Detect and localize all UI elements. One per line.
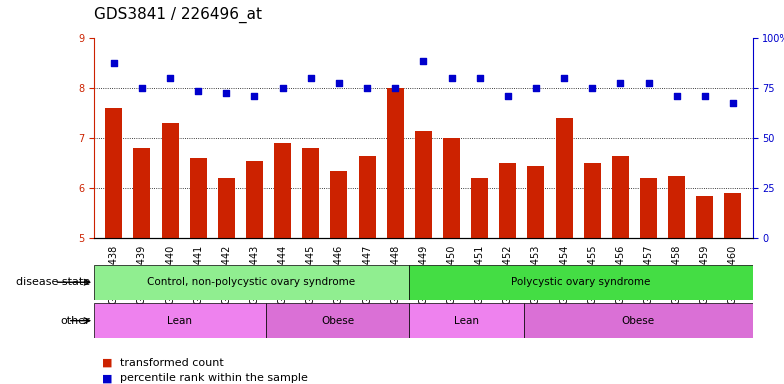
Bar — [303, 148, 319, 238]
Point — [502, 93, 514, 99]
Point — [107, 60, 120, 66]
Bar — [528, 166, 544, 238]
Point — [642, 80, 655, 86]
Bar — [331, 170, 347, 238]
Point — [361, 85, 373, 91]
Point — [332, 80, 345, 86]
Bar — [105, 108, 122, 238]
Point — [304, 75, 317, 81]
Text: transformed count: transformed count — [120, 358, 223, 368]
Text: ■: ■ — [102, 358, 112, 368]
Bar — [133, 148, 151, 238]
Text: Lean: Lean — [168, 316, 193, 326]
Point — [389, 85, 401, 91]
Text: percentile rank within the sample: percentile rank within the sample — [120, 373, 308, 383]
FancyBboxPatch shape — [409, 265, 753, 300]
Point — [136, 85, 148, 91]
Bar — [696, 196, 713, 238]
Bar — [668, 176, 685, 238]
Point — [614, 80, 626, 86]
Text: Control, non-polycystic ovary syndrome: Control, non-polycystic ovary syndrome — [147, 277, 356, 287]
Bar — [612, 156, 629, 238]
Bar — [162, 123, 179, 238]
Point — [445, 75, 458, 81]
Point — [164, 75, 176, 81]
Bar — [415, 131, 432, 238]
Bar — [246, 161, 263, 238]
Point — [670, 93, 683, 99]
Bar — [190, 158, 207, 238]
Text: disease state: disease state — [16, 277, 90, 287]
Text: other: other — [60, 316, 90, 326]
Bar — [499, 163, 516, 238]
Point — [530, 85, 543, 91]
Bar — [443, 138, 460, 238]
Bar — [471, 178, 488, 238]
Bar — [640, 178, 657, 238]
Point — [192, 88, 205, 94]
Bar — [358, 156, 376, 238]
Bar — [218, 178, 234, 238]
Text: Polycystic ovary syndrome: Polycystic ovary syndrome — [511, 277, 651, 287]
Point — [220, 90, 233, 96]
Point — [249, 93, 261, 99]
Point — [557, 75, 570, 81]
FancyBboxPatch shape — [94, 303, 266, 338]
Point — [699, 93, 711, 99]
Bar — [584, 163, 601, 238]
Point — [586, 85, 598, 91]
Text: Lean: Lean — [454, 316, 479, 326]
Text: ■: ■ — [102, 373, 112, 383]
FancyBboxPatch shape — [94, 265, 409, 300]
Bar — [387, 88, 404, 238]
Point — [727, 100, 739, 106]
Bar — [724, 193, 742, 238]
Bar — [274, 143, 291, 238]
Text: Obese: Obese — [622, 316, 655, 326]
FancyBboxPatch shape — [266, 303, 409, 338]
Point — [474, 75, 486, 81]
Point — [417, 58, 430, 64]
Text: GDS3841 / 226496_at: GDS3841 / 226496_at — [94, 7, 262, 23]
FancyBboxPatch shape — [409, 303, 524, 338]
Bar — [556, 118, 572, 238]
Text: Obese: Obese — [321, 316, 354, 326]
FancyBboxPatch shape — [524, 303, 753, 338]
Point — [277, 85, 289, 91]
